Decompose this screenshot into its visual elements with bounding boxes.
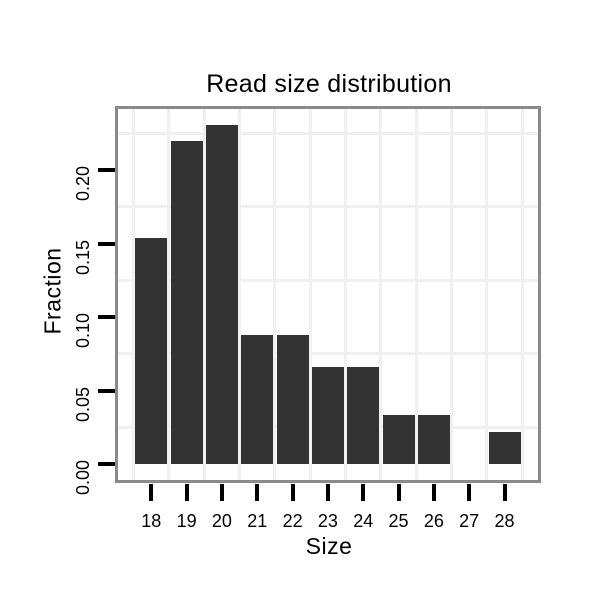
plot-panel [115,106,541,483]
bar-23 [311,367,344,464]
x-tick-label-19: 19 [176,511,197,531]
x-tick-26 [431,484,436,501]
x-tick-28 [502,484,507,501]
bar-26 [417,415,450,464]
bar-22 [276,334,309,464]
bar-25 [382,415,415,464]
x-tick-label-28: 28 [494,511,515,531]
y-tick-0.00 [98,462,115,466]
x-tick-24 [361,484,366,501]
y-tick-label-0.20: 0.20 [73,166,93,202]
y-tick-0.10 [98,315,115,319]
x-tick-18 [149,484,154,501]
gridline-minor-v [379,109,383,480]
x-tick-label-22: 22 [282,511,303,531]
bar-18 [135,237,168,464]
gridline-minor-v [273,109,277,480]
gridline-minor-v [238,109,242,480]
x-tick-27 [467,484,472,501]
x-tick-23 [325,484,330,501]
x-tick-20 [219,484,224,501]
gridline-minor-v [167,109,171,480]
bar-28 [488,431,521,464]
x-tick-label-26: 26 [423,511,444,531]
bar-21 [241,334,274,464]
x-tick-label-27: 27 [459,511,480,531]
x-axis-title: Size [305,533,353,559]
x-tick-19 [184,484,189,501]
y-tick-0.20 [98,168,115,172]
y-tick-label-0.00: 0.00 [73,460,93,496]
bar-20 [205,124,238,464]
gridline-minor-v [202,109,206,480]
bars-layer [118,109,538,480]
gridline-minor-v [450,109,454,480]
x-tick-label-20: 20 [211,511,232,531]
x-tick-25 [396,484,401,501]
gridline-minor-v [520,109,524,480]
chart-title: Read size distribution [206,70,452,98]
y-tick-0.15 [98,241,115,246]
y-tick-label-0.05: 0.05 [73,386,93,422]
gridline-minor-v [414,109,418,480]
gridline-minor-h [118,205,538,209]
y-tick-0.05 [98,388,115,393]
x-tick-label-24: 24 [353,511,374,531]
y-tick-label-0.15: 0.15 [73,239,93,275]
y-tick-label-0.10: 0.10 [73,313,93,349]
gridline-minor-v [308,109,312,480]
gridline-minor-h [118,131,538,135]
gridline-minor-v [485,109,489,480]
gridline-minor-v [132,109,136,480]
x-tick-22 [290,484,295,501]
y-axis-title: Fraction [39,247,66,335]
gridline-minor-v [344,109,348,480]
gridline-minor-h [118,278,538,282]
x-tick-label-23: 23 [317,511,338,531]
gridline-minor-h [118,352,538,356]
bar-24 [347,367,380,464]
x-tick-label-25: 25 [388,511,409,531]
x-tick-label-21: 21 [247,511,268,531]
bar-19 [170,140,203,464]
x-tick-21 [255,484,260,501]
x-tick-label-18: 18 [141,511,162,531]
